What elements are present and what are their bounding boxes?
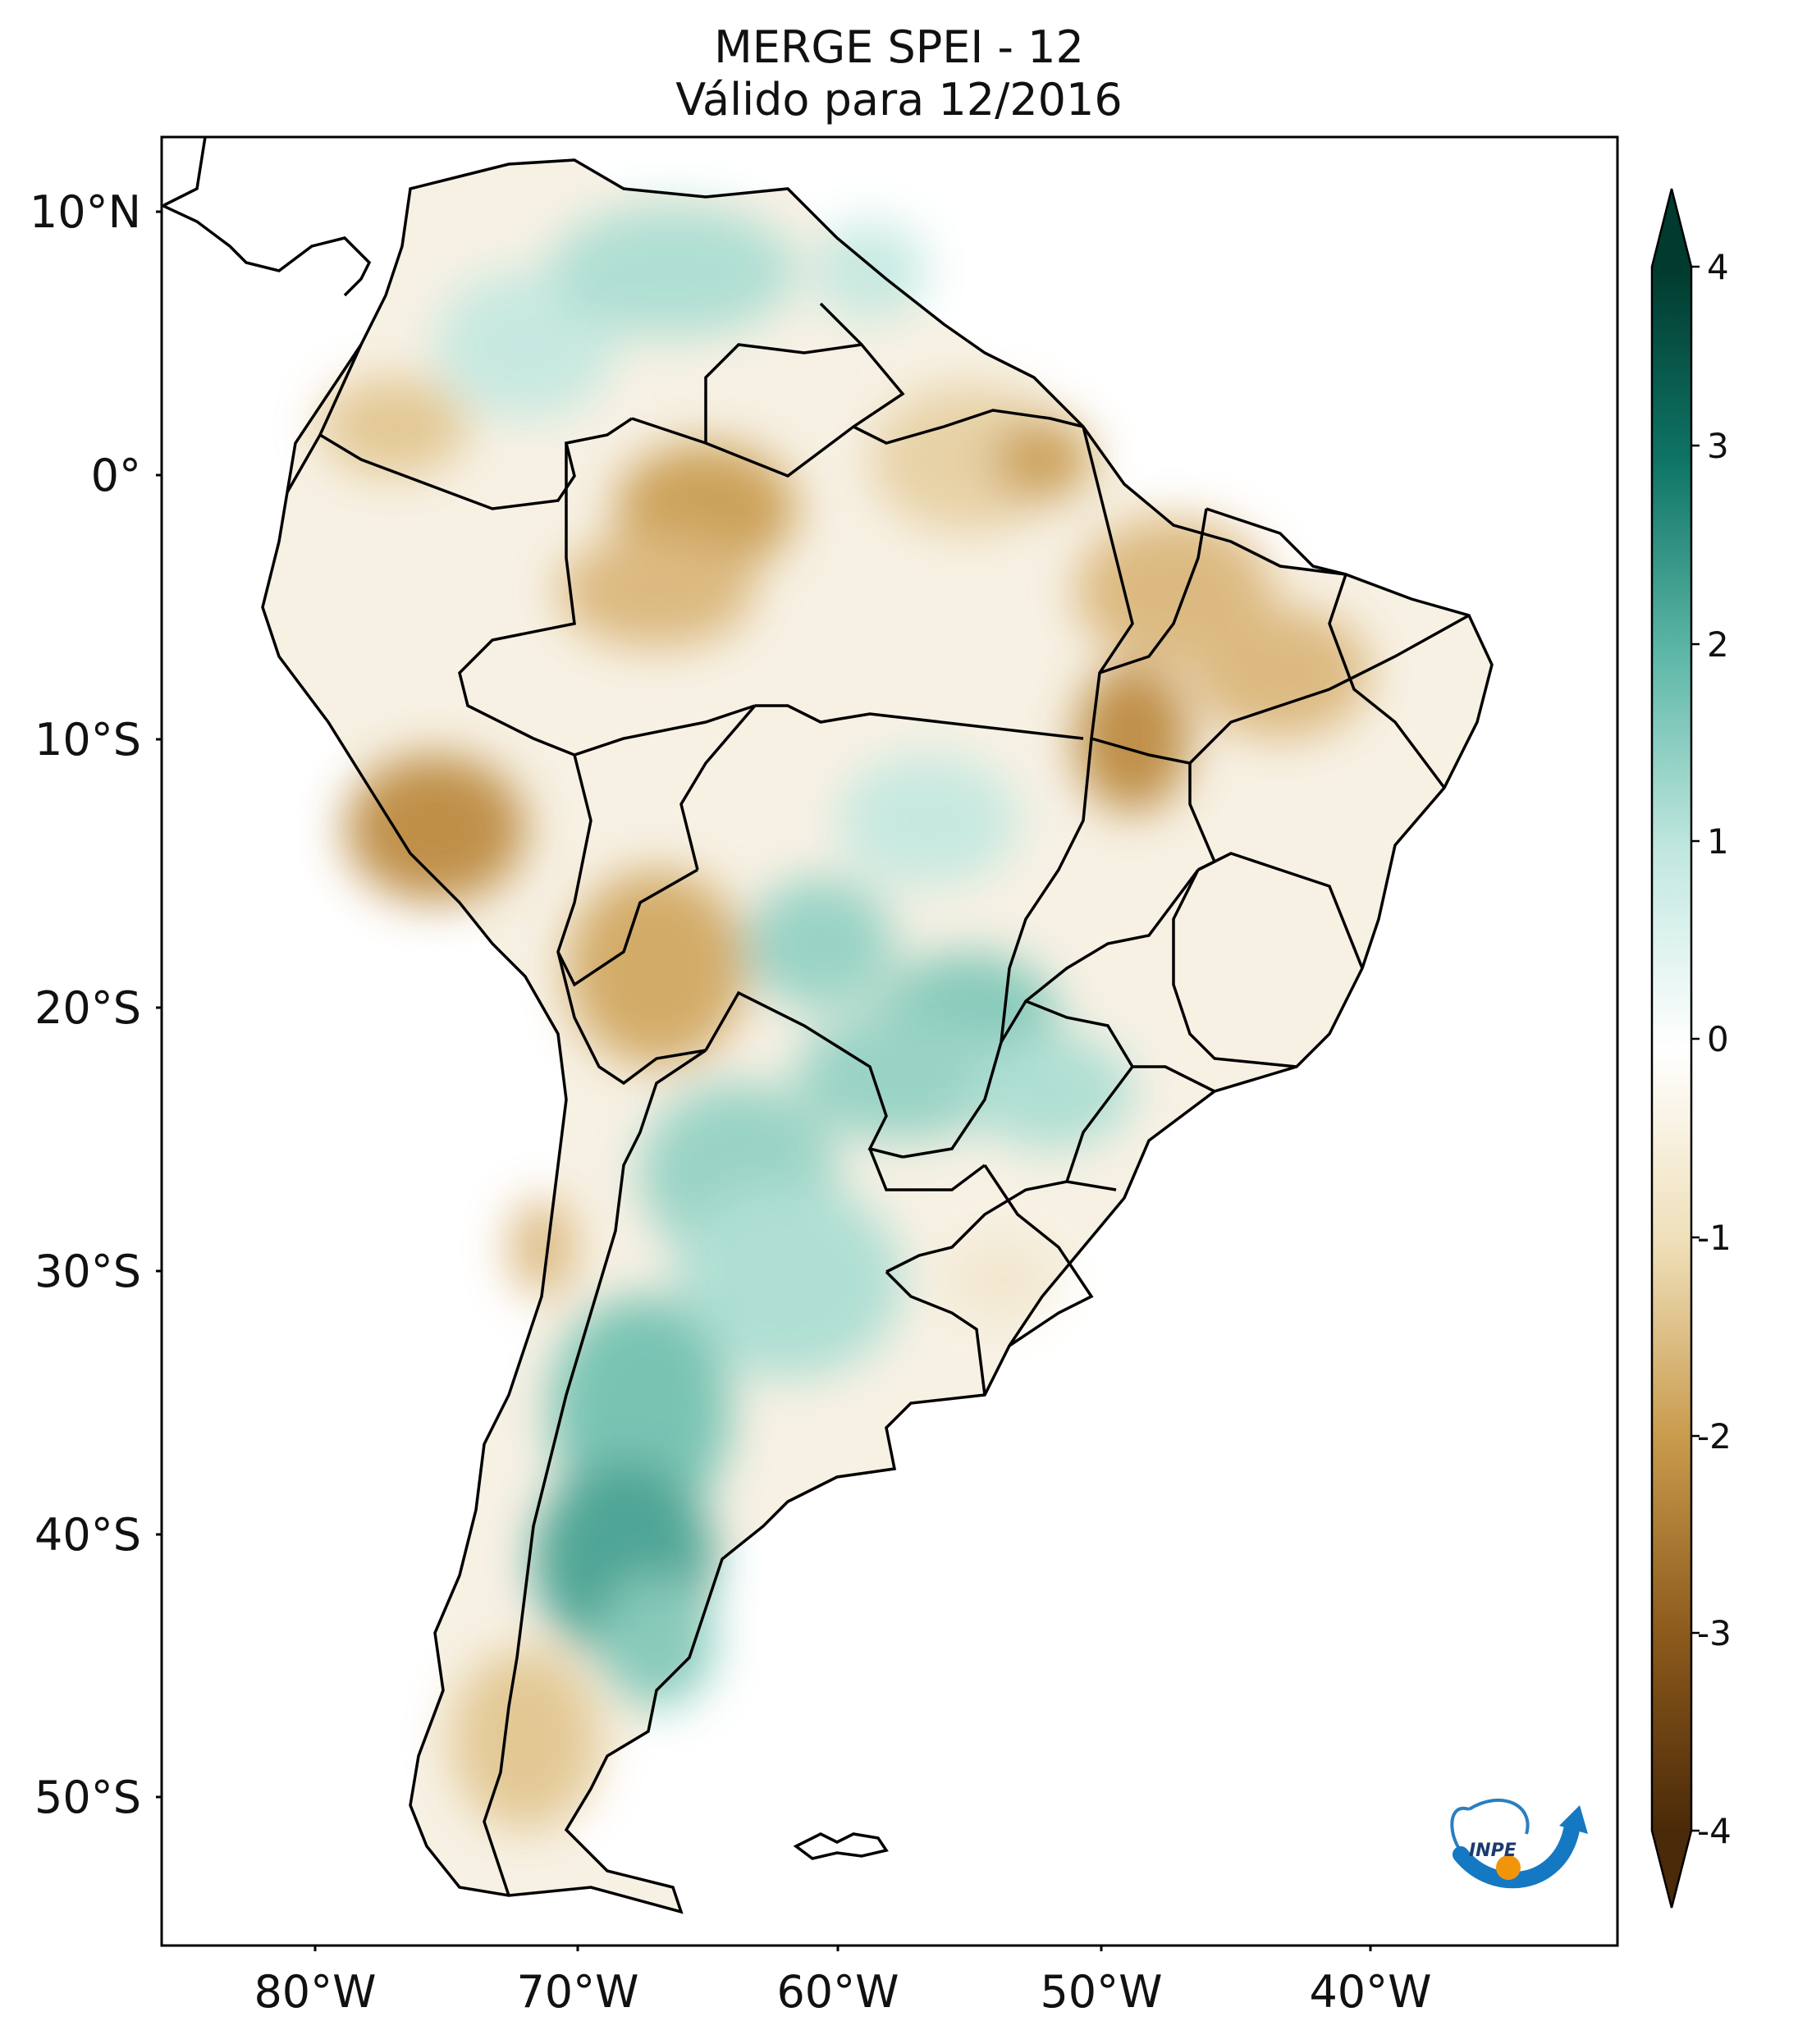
colorbar-tick-neg3: -3 (1697, 1613, 1732, 1653)
lon-label-40w: 40°W (1309, 1966, 1431, 2018)
colorbar-tick-2: 2 (1707, 624, 1729, 665)
map-title: MERGE SPEI - 12 (714, 21, 1084, 73)
map-subtitle: Válido para 12/2016 (675, 74, 1123, 126)
colorbar-tick-neg2: -2 (1697, 1416, 1732, 1456)
lat-label-0: 0° (91, 450, 141, 501)
lat-label-20s: 20°S (34, 982, 141, 1034)
colorbar-gradient (1652, 267, 1691, 1831)
falkland-islands (793, 1832, 889, 1860)
map-frame (160, 135, 1619, 1947)
colorbar: 4 3 2 1 0 -1 -2 -3 -4 (1650, 188, 1732, 1909)
colorbar-tick-neg1: -1 (1697, 1218, 1732, 1258)
inpe-logo: INPE (1450, 1798, 1588, 1889)
lon-label-80w: 80°W (254, 1966, 376, 2018)
colorbar-tick-4: 4 (1707, 247, 1729, 287)
colorbar-min-extension (1652, 1831, 1691, 1908)
colorbar-tick-neg4: -4 (1697, 1811, 1732, 1851)
coastline (261, 158, 1494, 1914)
colorbar-tick-1: 1 (1707, 821, 1729, 862)
lon-label-70w: 70°W (516, 1966, 638, 2018)
colorbar-max-extension (1652, 189, 1691, 267)
inpe-logo-text: INPE (1469, 1841, 1517, 1861)
lat-label-30s: 30°S (34, 1246, 141, 1297)
lon-label-50w: 50°W (1040, 1966, 1162, 2018)
lat-label-10n: 10°N (30, 186, 141, 238)
country-borders (286, 302, 1470, 1896)
central-america (162, 137, 372, 297)
colorbar-tick-3: 3 (1707, 426, 1729, 466)
lon-label-60w: 60°W (776, 1966, 899, 2018)
south-america-land (162, 137, 1494, 1914)
lat-label-10s: 10°S (34, 714, 141, 766)
colorbar-tick-0: 0 (1707, 1019, 1729, 1059)
lat-label-40s: 40°S (34, 1509, 141, 1561)
lat-label-50s: 50°S (34, 1772, 141, 1823)
latitude-axis: 10°N 0° 10°S 20°S 30°S 40°S 50°S (30, 186, 162, 1823)
longitude-axis: 80°W 70°W 60°W 50°W 40°W (254, 1946, 1432, 2018)
